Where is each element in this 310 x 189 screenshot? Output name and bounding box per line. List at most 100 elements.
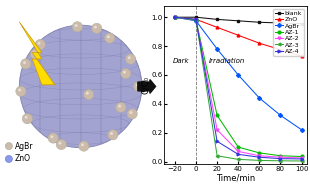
Circle shape: [118, 105, 121, 108]
Circle shape: [21, 59, 31, 69]
AZ-4: [279, 157, 282, 160]
AZ-2: [173, 16, 177, 18]
blank: [215, 18, 219, 21]
Circle shape: [33, 51, 36, 54]
blank: [300, 22, 303, 25]
ZnO: [279, 49, 282, 51]
AZ-3: [215, 155, 219, 157]
Circle shape: [19, 25, 142, 148]
AZ-4: [173, 16, 177, 18]
AZ-4: [258, 156, 261, 158]
AZ-2: [237, 150, 240, 153]
AgBr: [173, 16, 177, 18]
Line: AgBr: AgBr: [174, 16, 303, 131]
blank: [237, 20, 240, 22]
ZnO: [194, 18, 198, 21]
ZnO: [258, 42, 261, 44]
AZ-1: [194, 19, 198, 21]
AZ-4: [194, 18, 198, 21]
AgBr: [194, 20, 198, 22]
Line: blank: blank: [174, 16, 303, 25]
Circle shape: [59, 142, 61, 145]
AZ-2: [300, 157, 303, 159]
ZnO: [215, 26, 219, 29]
Circle shape: [107, 35, 110, 38]
Circle shape: [94, 26, 97, 29]
Circle shape: [5, 143, 12, 150]
Circle shape: [108, 130, 118, 140]
Circle shape: [86, 92, 89, 95]
Circle shape: [104, 33, 115, 43]
AZ-3: [173, 16, 177, 18]
Circle shape: [38, 42, 41, 45]
FancyArrow shape: [138, 80, 156, 93]
Text: Irradiation: Irradiation: [209, 58, 245, 64]
AZ-3: [258, 159, 261, 162]
AZ-1: [173, 16, 177, 18]
Line: AZ-1: AZ-1: [174, 16, 303, 158]
Circle shape: [22, 114, 33, 124]
AZ-1: [258, 152, 261, 154]
Circle shape: [134, 81, 144, 92]
AgBr: [300, 129, 303, 131]
AZ-3: [279, 160, 282, 162]
Circle shape: [56, 139, 66, 150]
Text: AgBr: AgBr: [15, 142, 33, 151]
AZ-1: [237, 146, 240, 148]
Circle shape: [35, 39, 46, 50]
X-axis label: Time/min: Time/min: [216, 173, 255, 182]
AZ-2: [194, 19, 198, 21]
AZ-1: [300, 155, 303, 158]
AgBr: [258, 97, 261, 99]
Circle shape: [128, 56, 131, 59]
Circle shape: [116, 102, 126, 113]
AZ-4: [237, 153, 240, 156]
blank: [173, 16, 177, 18]
Circle shape: [127, 109, 137, 119]
Circle shape: [23, 61, 26, 64]
Circle shape: [75, 24, 78, 27]
Legend: blank, ZnO, AgBr, AZ-1, AZ-2, AZ-3, AZ-4: blank, ZnO, AgBr, AZ-1, AZ-2, AZ-3, AZ-4: [273, 9, 304, 56]
ZnO: [237, 34, 240, 36]
blank: [194, 16, 198, 18]
AZ-4: [215, 140, 219, 143]
Circle shape: [81, 143, 84, 146]
Circle shape: [130, 111, 132, 114]
Circle shape: [110, 132, 113, 135]
ZnO: [173, 16, 177, 18]
Circle shape: [126, 54, 136, 64]
Circle shape: [72, 22, 82, 32]
Circle shape: [30, 49, 41, 59]
AZ-2: [258, 155, 261, 157]
Circle shape: [16, 86, 26, 96]
Polygon shape: [19, 22, 55, 85]
Line: AZ-3: AZ-3: [174, 16, 303, 162]
AZ-1: [215, 114, 219, 116]
Line: AZ-4: AZ-4: [174, 16, 303, 160]
Circle shape: [51, 135, 53, 138]
Circle shape: [18, 88, 21, 91]
Circle shape: [25, 116, 28, 119]
AZ-2: [279, 156, 282, 158]
Y-axis label: C/C₀: C/C₀: [141, 76, 150, 94]
ZnO: [300, 55, 303, 57]
AZ-3: [237, 158, 240, 160]
Circle shape: [91, 23, 102, 34]
AgBr: [279, 114, 282, 116]
blank: [258, 21, 261, 23]
AZ-2: [215, 129, 219, 131]
AZ-3: [300, 160, 303, 162]
Line: AZ-2: AZ-2: [174, 16, 303, 159]
Text: Dark: Dark: [173, 58, 189, 64]
Text: ZnO: ZnO: [15, 154, 30, 163]
Line: ZnO: ZnO: [174, 16, 303, 58]
Circle shape: [5, 155, 12, 163]
Circle shape: [48, 133, 58, 143]
Circle shape: [136, 84, 139, 87]
AZ-3: [194, 19, 198, 21]
AZ-4: [300, 158, 303, 160]
Circle shape: [121, 68, 131, 79]
AZ-1: [279, 155, 282, 157]
AgBr: [237, 74, 240, 76]
AgBr: [215, 48, 219, 50]
